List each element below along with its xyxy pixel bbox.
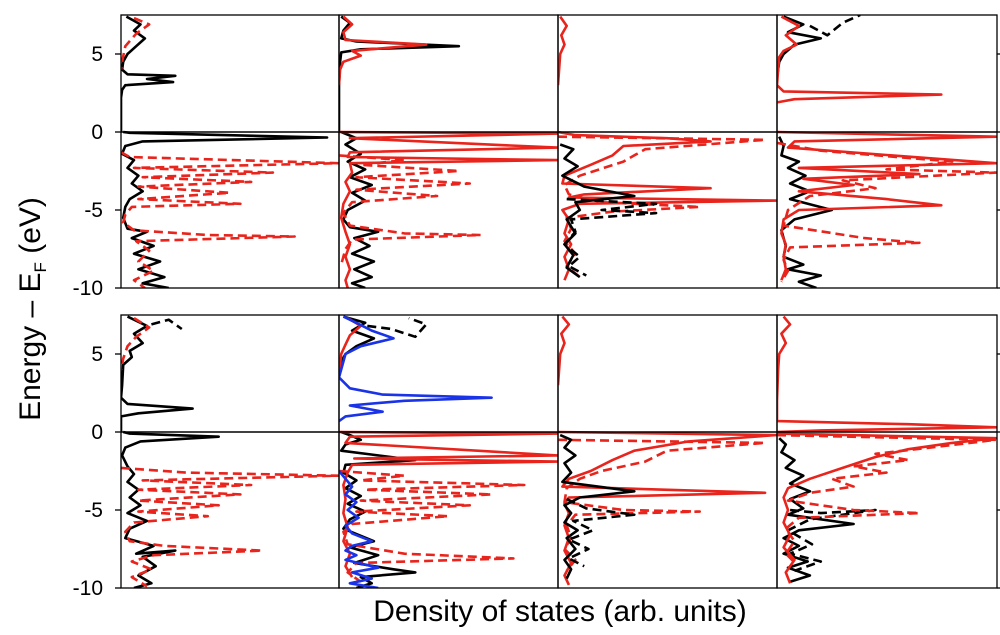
- dos-line-black-solid: [121, 315, 194, 432]
- dos-line-black-dashed: [563, 197, 658, 277]
- y-axis-label-subscript: F: [31, 262, 50, 272]
- panel-r2-c3: [557, 314, 778, 589]
- panel-r1-c3: [557, 14, 778, 289]
- panel-frame: [557, 314, 778, 589]
- panel-r2-c4: [776, 314, 1000, 589]
- dos-line-black-dashed: [367, 316, 428, 339]
- dos-line-red-solid: [777, 15, 943, 104]
- panel-series: [339, 15, 558, 288]
- dos-line-red-dashed: [121, 151, 339, 288]
- dos-line-red-dashed: [121, 16, 151, 70]
- y-tick-label: 5: [91, 43, 103, 66]
- dos-line-red-dashed: [339, 469, 526, 583]
- dos-line-black-dashed: [151, 318, 183, 331]
- dos-line-red-dashed: [558, 438, 767, 572]
- panel-series: [777, 15, 997, 288]
- dos-line-red-dashed: [777, 433, 997, 566]
- dos-line-red-dashed: [558, 135, 767, 279]
- panel-series: [121, 15, 339, 288]
- dos-line-red-dashed: [339, 154, 482, 265]
- dos-line-black-dashed: [809, 15, 861, 37]
- dos-line-black-solid: [121, 15, 177, 132]
- y-tick-label: 0: [91, 421, 103, 444]
- dos-line-red-solid: [558, 15, 568, 86]
- dos-line-red-dashed: [121, 466, 339, 588]
- dos-line-red-solid: [339, 15, 428, 86]
- x-axis-label: Density of states (arb. units): [373, 595, 746, 628]
- dos-line-blue-solid: [339, 315, 493, 423]
- panel-series: [558, 315, 777, 586]
- dos-line-black-solid: [339, 15, 461, 132]
- dos-line-black-dashed: [566, 497, 636, 568]
- dos-line-blue-solid: [339, 470, 380, 588]
- panel-series: [777, 315, 997, 584]
- dos-line-black-solid: [339, 315, 376, 378]
- dos-line-red-dashed: [121, 316, 151, 370]
- panel-r2-c1: [115, 314, 340, 589]
- panel-r2-c2: [338, 314, 559, 589]
- dos-line-black-dashed: [786, 508, 877, 573]
- dos-line-black-solid: [121, 130, 329, 288]
- panel-frame: [557, 14, 778, 289]
- panel-r1-c4: [776, 14, 1000, 289]
- y-tick-label: 0: [91, 121, 103, 144]
- dos-line-red-solid: [558, 430, 777, 586]
- panel-frame: [776, 14, 998, 289]
- y-tick-label: -10: [73, 277, 103, 300]
- dos-line-red-solid: [777, 315, 997, 434]
- panel-r1-c2: [338, 14, 559, 289]
- y-axis-label: Energy – EF (eV): [14, 197, 50, 421]
- y-tick-labels: 5 0 -5 -10 5 0 -5 -10: [73, 43, 103, 600]
- panel-series: [121, 315, 339, 588]
- panels-layer: [115, 14, 1000, 589]
- dos-line-red-solid: [558, 315, 571, 386]
- y-axis-label-prefix: Energy – E: [14, 272, 47, 420]
- panel-series: [339, 315, 558, 588]
- y-tick-label: -5: [84, 199, 103, 222]
- dos-line-black-solid: [339, 430, 417, 588]
- dos-line-black-solid: [559, 143, 636, 279]
- y-tick-label: -10: [73, 577, 103, 600]
- panel-r1-c1: [115, 14, 340, 289]
- panel-frame: [776, 314, 998, 589]
- y-tick-label: 5: [91, 343, 103, 366]
- y-axis-label-suffix: (eV): [14, 197, 47, 262]
- dos-line-red-solid: [777, 130, 997, 281]
- panel-series: [558, 15, 777, 281]
- dos-line-red-solid: [339, 130, 558, 288]
- dos-line-red-dashed: [777, 141, 997, 283]
- dos-line-red-solid: [777, 432, 997, 584]
- y-tick-label: -5: [84, 499, 103, 522]
